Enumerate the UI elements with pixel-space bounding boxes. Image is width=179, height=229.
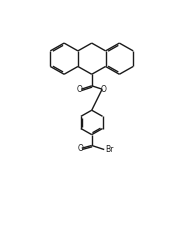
Text: O: O [77, 85, 83, 94]
Text: Br: Br [106, 145, 114, 154]
Text: O: O [77, 144, 83, 153]
Text: O: O [101, 85, 107, 94]
